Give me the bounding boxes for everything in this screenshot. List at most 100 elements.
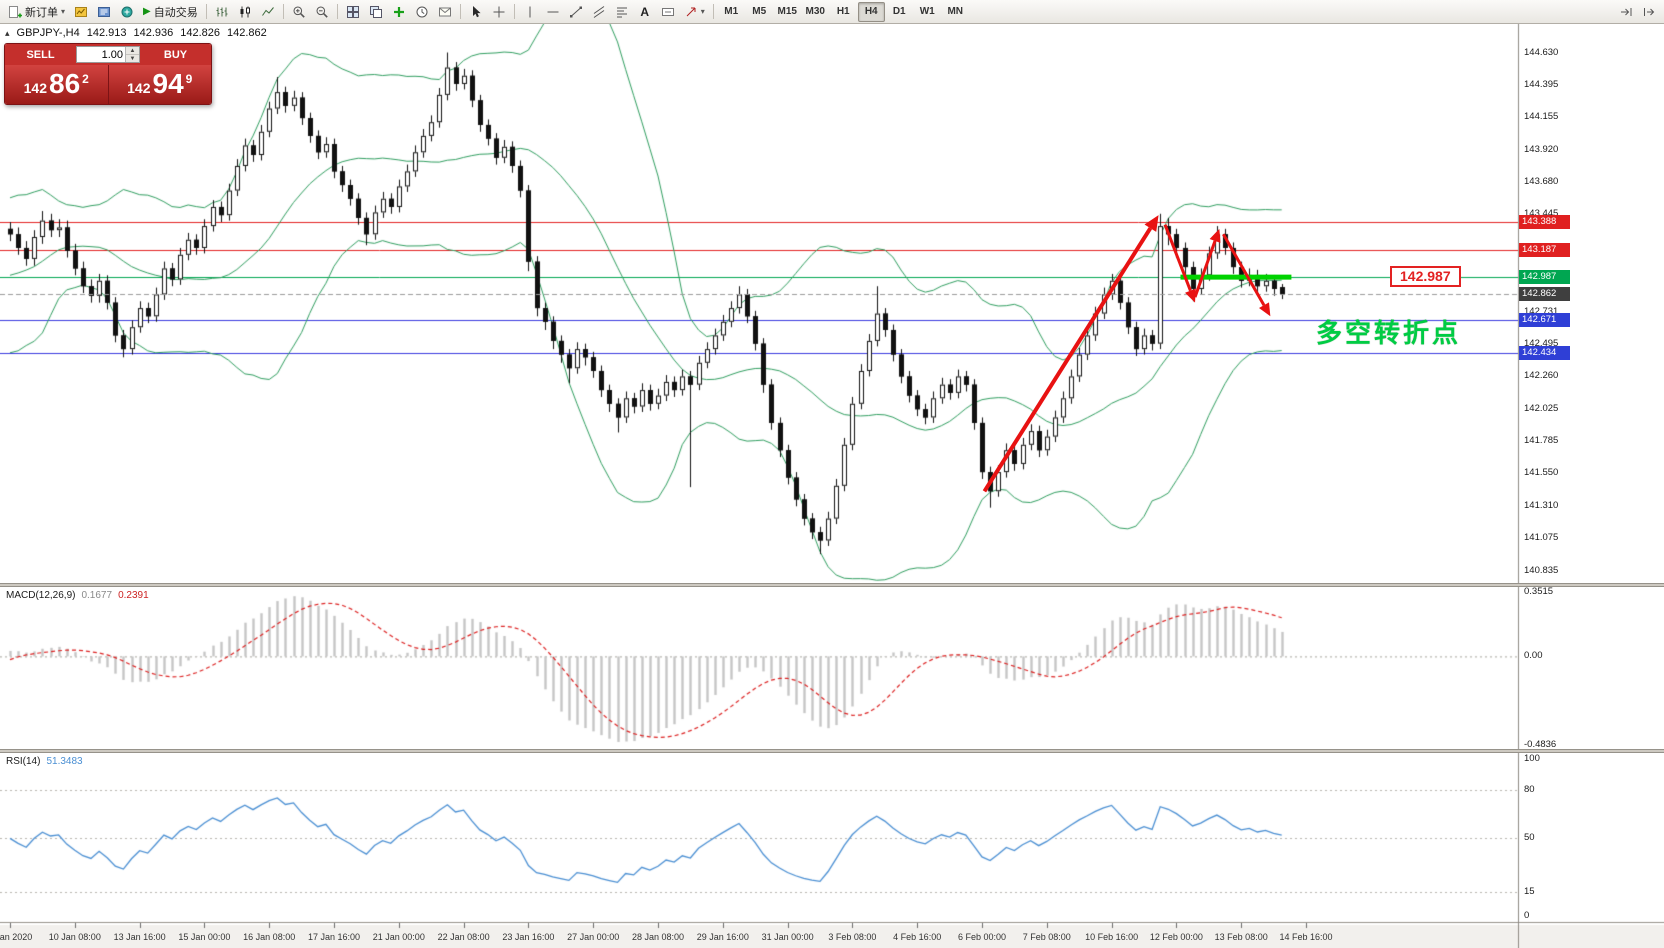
chart-shift-icon — [1642, 5, 1656, 19]
time-axis-label: 22 Jan 08:00 — [437, 932, 490, 942]
volume-up-button[interactable]: ▲ — [126, 47, 139, 55]
price-tag-current: 142.862 — [1519, 287, 1570, 302]
line-chart-button[interactable] — [257, 2, 279, 22]
zoom-in-button[interactable] — [288, 2, 310, 22]
horizontal-line-tool-button[interactable] — [542, 2, 564, 22]
time-axis-label: 28 Jan 08:00 — [631, 932, 685, 942]
arrows-tool-button[interactable]: ▾ — [680, 2, 709, 22]
envelope-icon — [438, 5, 452, 19]
profiles-button[interactable] — [93, 2, 115, 22]
price-tag-green: 142.987 — [1519, 270, 1570, 285]
line-chart-icon — [261, 5, 275, 19]
fibonacci-tool-button[interactable] — [611, 2, 633, 22]
crosshair-button[interactable] — [488, 2, 510, 22]
price-axis-label: 140.835 — [1524, 565, 1559, 577]
text-label-tool-button[interactable] — [657, 2, 679, 22]
price-axis-label: 143.920 — [1524, 143, 1559, 155]
ohlc-open: 142.913 — [86, 27, 127, 39]
play-icon: ▶ — [143, 6, 151, 17]
profiles-icon — [97, 5, 111, 19]
time-axis-label: 29 Jan 16:00 — [696, 932, 749, 942]
charts-button[interactable] — [70, 2, 92, 22]
buy-price-sup: 9 — [185, 72, 193, 86]
vertical-line-tool-button[interactable] — [519, 2, 541, 22]
cursor-button[interactable] — [465, 2, 487, 22]
crosshair-icon — [492, 5, 506, 19]
text-label-icon — [661, 5, 675, 19]
new-order-button[interactable]: 新订单 ▾ — [4, 2, 69, 22]
toolbar-separator — [513, 4, 515, 19]
chart-area: ▴ GBPJPY-,H4 142.913 142.936 142.826 142… — [0, 24, 1664, 948]
pivot-point-annotation-text[interactable]: 多空转折点 — [1316, 317, 1462, 348]
panel-divider[interactable] — [0, 749, 1664, 753]
chart-canvas[interactable] — [0, 24, 1664, 948]
one-click-collapse-toggle[interactable]: ▴ — [5, 27, 10, 38]
charts-icon — [74, 5, 88, 19]
channel-tool-button[interactable] — [588, 2, 610, 22]
timeframe-button-m15[interactable]: M15 — [774, 2, 801, 22]
periods-button[interactable] — [411, 2, 433, 22]
timeframe-button-h4[interactable]: H4 — [857, 1, 885, 22]
price-axis-label: 142.025 — [1524, 402, 1559, 414]
buy-price-button[interactable]: 142 94 9 — [109, 65, 212, 104]
rsi-axis-label: 80 — [1524, 784, 1535, 796]
channel-icon — [592, 5, 606, 19]
price-axis-label: 141.785 — [1524, 435, 1559, 447]
timeframe-button-h1[interactable]: H1 — [830, 2, 857, 22]
auto-scroll-button[interactable] — [1615, 2, 1637, 22]
price-axis-label: 144.395 — [1524, 78, 1559, 90]
scripts-icon — [120, 5, 134, 19]
cascade-windows-icon — [369, 5, 383, 19]
macd-main-value: 0.1677 — [81, 590, 113, 601]
price-level-annotation-box[interactable]: 142.987 — [1390, 266, 1461, 288]
ohlc-high: 142.936 — [133, 27, 174, 39]
volume-stepper: ▲ ▼ — [76, 46, 140, 63]
templates-button[interactable] — [434, 2, 456, 22]
autotrading-button[interactable]: ▶ 自动交易 — [139, 2, 202, 22]
zoom-in-icon — [292, 5, 306, 19]
timeframe-button-d1[interactable]: D1 — [886, 2, 913, 22]
candlestick-chart-button[interactable] — [234, 2, 256, 22]
trendline-icon — [569, 5, 583, 19]
timeframe-button-m1[interactable]: M1 — [718, 2, 745, 22]
toolbar-separator — [712, 4, 714, 19]
buy-price-big: 142 — [127, 80, 151, 96]
price-axis-label: 142.731 — [1524, 306, 1559, 318]
zoom-out-icon — [315, 5, 329, 19]
price-axis[interactable]: 144.630 144.395 144.155 143.920 143.680 143.4… — [1518, 24, 1664, 948]
one-click-trading-panel: SELL ▲ ▼ BUY 142 86 2 142 94 9 — [4, 43, 212, 105]
price-tag-red: 143.187 — [1519, 242, 1570, 257]
candlestick-chart-icon — [238, 5, 252, 19]
sell-price-big: 142 — [23, 80, 47, 96]
add-indicator-icon — [392, 5, 406, 19]
volume-down-button[interactable]: ▼ — [126, 55, 139, 62]
timeframe-button-w1[interactable]: W1 — [914, 2, 941, 22]
time-axis-label: 7 Feb 08:00 — [1022, 932, 1071, 942]
rsi-value: 51.3483 — [46, 756, 83, 767]
buy-button[interactable]: BUY — [163, 48, 188, 61]
text-tool-button[interactable]: A — [634, 2, 656, 22]
volume-input[interactable] — [77, 47, 125, 62]
sell-price-button[interactable]: 142 86 2 — [5, 65, 108, 104]
cascade-windows-button[interactable] — [365, 2, 387, 22]
zoom-out-button[interactable] — [311, 2, 333, 22]
trendline-tool-button[interactable] — [565, 2, 587, 22]
macd-label: MACD(12,26,9) — [6, 590, 76, 601]
timeframe-button-m5[interactable]: M5 — [746, 2, 773, 22]
timeframe-button-m30[interactable]: M30 — [802, 2, 829, 22]
add-indicator-button[interactable] — [388, 2, 410, 22]
chart-shift-button[interactable] — [1638, 2, 1660, 22]
scripts-button[interactable] — [116, 2, 138, 22]
fibonacci-icon — [615, 5, 629, 19]
tile-windows-button[interactable] — [342, 2, 364, 22]
timeframe-button-mn[interactable]: MN — [942, 2, 969, 22]
toolbar-separator — [336, 4, 338, 19]
panel-divider[interactable] — [0, 583, 1664, 587]
sell-button[interactable]: SELL — [26, 48, 55, 61]
rsi-label: RSI(14) — [6, 756, 41, 767]
time-axis[interactable]: 9 Jan 2020 10 Jan 08:00 13 Jan 16:00 15 Jan… — [0, 925, 1518, 948]
cursor-arrow-icon — [469, 5, 483, 19]
auto-scroll-icon — [1619, 5, 1633, 19]
rsi-axis-label: 15 — [1524, 886, 1535, 898]
bar-chart-button[interactable] — [211, 2, 233, 22]
